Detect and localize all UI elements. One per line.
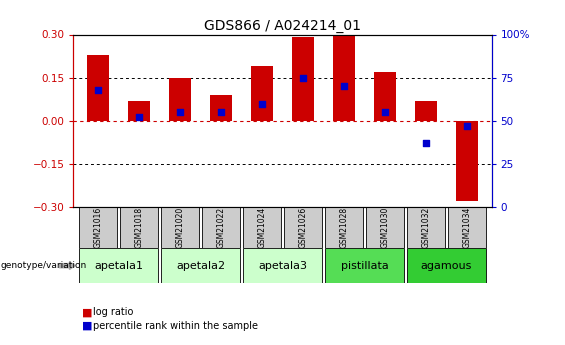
- Text: GSM21028: GSM21028: [340, 207, 349, 248]
- Text: apetala2: apetala2: [176, 261, 225, 270]
- Bar: [366, 207, 403, 248]
- Bar: [120, 207, 158, 248]
- Bar: [244, 207, 281, 248]
- Bar: [448, 207, 485, 248]
- Text: GSM21018: GSM21018: [134, 207, 144, 248]
- Bar: [128, 101, 150, 121]
- Bar: [415, 101, 437, 121]
- Bar: [373, 72, 396, 121]
- Point: [216, 109, 225, 115]
- Text: percentile rank within the sample: percentile rank within the sample: [93, 321, 258, 331]
- Bar: [407, 207, 445, 248]
- Bar: [325, 207, 363, 248]
- Bar: [456, 121, 478, 201]
- Point: [94, 87, 103, 92]
- Text: agamous: agamous: [421, 261, 472, 270]
- Bar: [202, 207, 240, 248]
- Text: GSM21024: GSM21024: [258, 207, 267, 248]
- Text: ■: ■: [82, 307, 93, 317]
- Bar: [333, 34, 355, 121]
- Bar: [162, 207, 199, 248]
- Bar: [325, 248, 403, 283]
- Text: GSM21030: GSM21030: [380, 207, 389, 248]
- Bar: [210, 95, 232, 121]
- Bar: [87, 55, 109, 121]
- Text: GSM21016: GSM21016: [94, 207, 102, 248]
- Bar: [244, 248, 321, 283]
- Bar: [80, 248, 158, 283]
- Point: [462, 123, 471, 129]
- Text: GSM21026: GSM21026: [298, 207, 307, 248]
- Text: apetala1: apetala1: [94, 261, 143, 270]
- Text: genotype/variation: genotype/variation: [1, 261, 87, 270]
- Bar: [284, 207, 321, 248]
- Text: GSM21032: GSM21032: [421, 207, 431, 248]
- Text: ■: ■: [82, 321, 93, 331]
- Point: [340, 83, 349, 89]
- Bar: [169, 78, 192, 121]
- Bar: [162, 248, 240, 283]
- Text: log ratio: log ratio: [93, 307, 133, 317]
- Text: GSM21034: GSM21034: [463, 207, 471, 248]
- Text: GSM21022: GSM21022: [216, 207, 225, 248]
- Point: [258, 101, 267, 106]
- Point: [380, 109, 389, 115]
- Point: [134, 115, 144, 120]
- Bar: [80, 207, 117, 248]
- Title: GDS866 / A024214_01: GDS866 / A024214_01: [204, 19, 361, 33]
- Bar: [251, 66, 273, 121]
- Bar: [407, 248, 485, 283]
- Point: [298, 75, 307, 80]
- Text: apetala3: apetala3: [258, 261, 307, 270]
- Text: pistillata: pistillata: [341, 261, 388, 270]
- Text: GSM21020: GSM21020: [176, 207, 185, 248]
- Point: [421, 140, 431, 146]
- Point: [176, 109, 185, 115]
- Bar: [292, 37, 314, 121]
